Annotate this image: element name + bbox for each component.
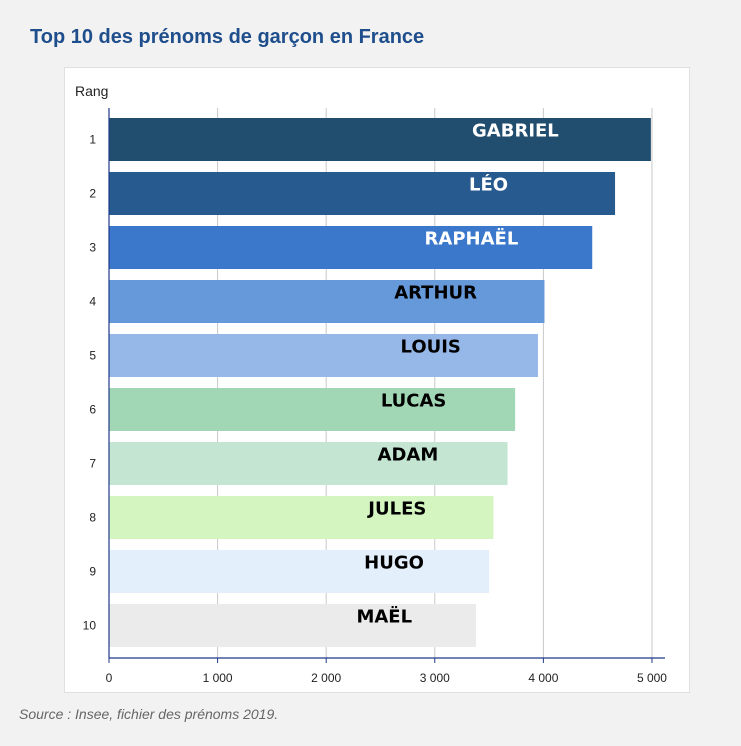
y-axis-label: Rang bbox=[75, 83, 108, 99]
chart-panel: Rang 1 GABRIEL 2 LÉO 3 RAPHAËL 4 ARTHUR 5 LOUIS 6 LU… bbox=[64, 67, 690, 693]
bar bbox=[109, 550, 490, 593]
bar bbox=[109, 604, 477, 647]
bar bbox=[109, 226, 593, 269]
bar bbox=[109, 280, 545, 323]
bar-name-label: ADAM bbox=[378, 445, 439, 466]
bar-chart: Rang 1 GABRIEL 2 LÉO 3 RAPHAËL 4 ARTHUR 5 LOUIS 6 LU… bbox=[75, 83, 667, 685]
bar bbox=[109, 388, 516, 431]
bar-name-label: GABRIEL bbox=[472, 121, 559, 142]
bar-name-label: LOUIS bbox=[400, 337, 460, 358]
bar bbox=[109, 496, 494, 539]
bar-name-label: LÉO bbox=[469, 174, 508, 196]
bar-name-label: LUCAS bbox=[381, 391, 447, 412]
bar-name-label: MAËL bbox=[356, 606, 412, 628]
rank-label: 4 bbox=[89, 295, 96, 309]
rank-label: 9 bbox=[89, 565, 96, 579]
bar-name-label: RAPHAËL bbox=[425, 228, 519, 250]
bar-name-label: ARTHUR bbox=[394, 283, 477, 304]
bar bbox=[109, 334, 538, 377]
page-title: Top 10 des prénoms de garçon en France bbox=[30, 26, 425, 48]
x-tick-label: 1 000 bbox=[203, 671, 233, 685]
bar-name-label: JULES bbox=[366, 499, 426, 520]
bar-name-label: HUGO bbox=[364, 553, 424, 574]
bar bbox=[109, 172, 616, 215]
rank-label: 6 bbox=[89, 403, 96, 417]
bar bbox=[109, 442, 508, 485]
x-tick-label: 0 bbox=[106, 671, 113, 685]
rank-label: 3 bbox=[89, 241, 96, 255]
x-tick-label: 3 000 bbox=[420, 671, 450, 685]
x-tick-label: 2 000 bbox=[311, 671, 341, 685]
rank-label: 10 bbox=[83, 619, 97, 633]
x-tick-label: 4 000 bbox=[528, 671, 558, 685]
rank-label: 2 bbox=[89, 187, 96, 201]
source-note: Source : Insee, fichier des prénoms 2019… bbox=[19, 706, 279, 722]
bar bbox=[109, 118, 651, 161]
rank-label: 1 bbox=[89, 133, 96, 147]
rank-label: 5 bbox=[89, 349, 96, 363]
rank-label: 8 bbox=[89, 511, 96, 525]
rank-label: 7 bbox=[89, 457, 96, 471]
x-tick-label: 5 000 bbox=[637, 671, 667, 685]
